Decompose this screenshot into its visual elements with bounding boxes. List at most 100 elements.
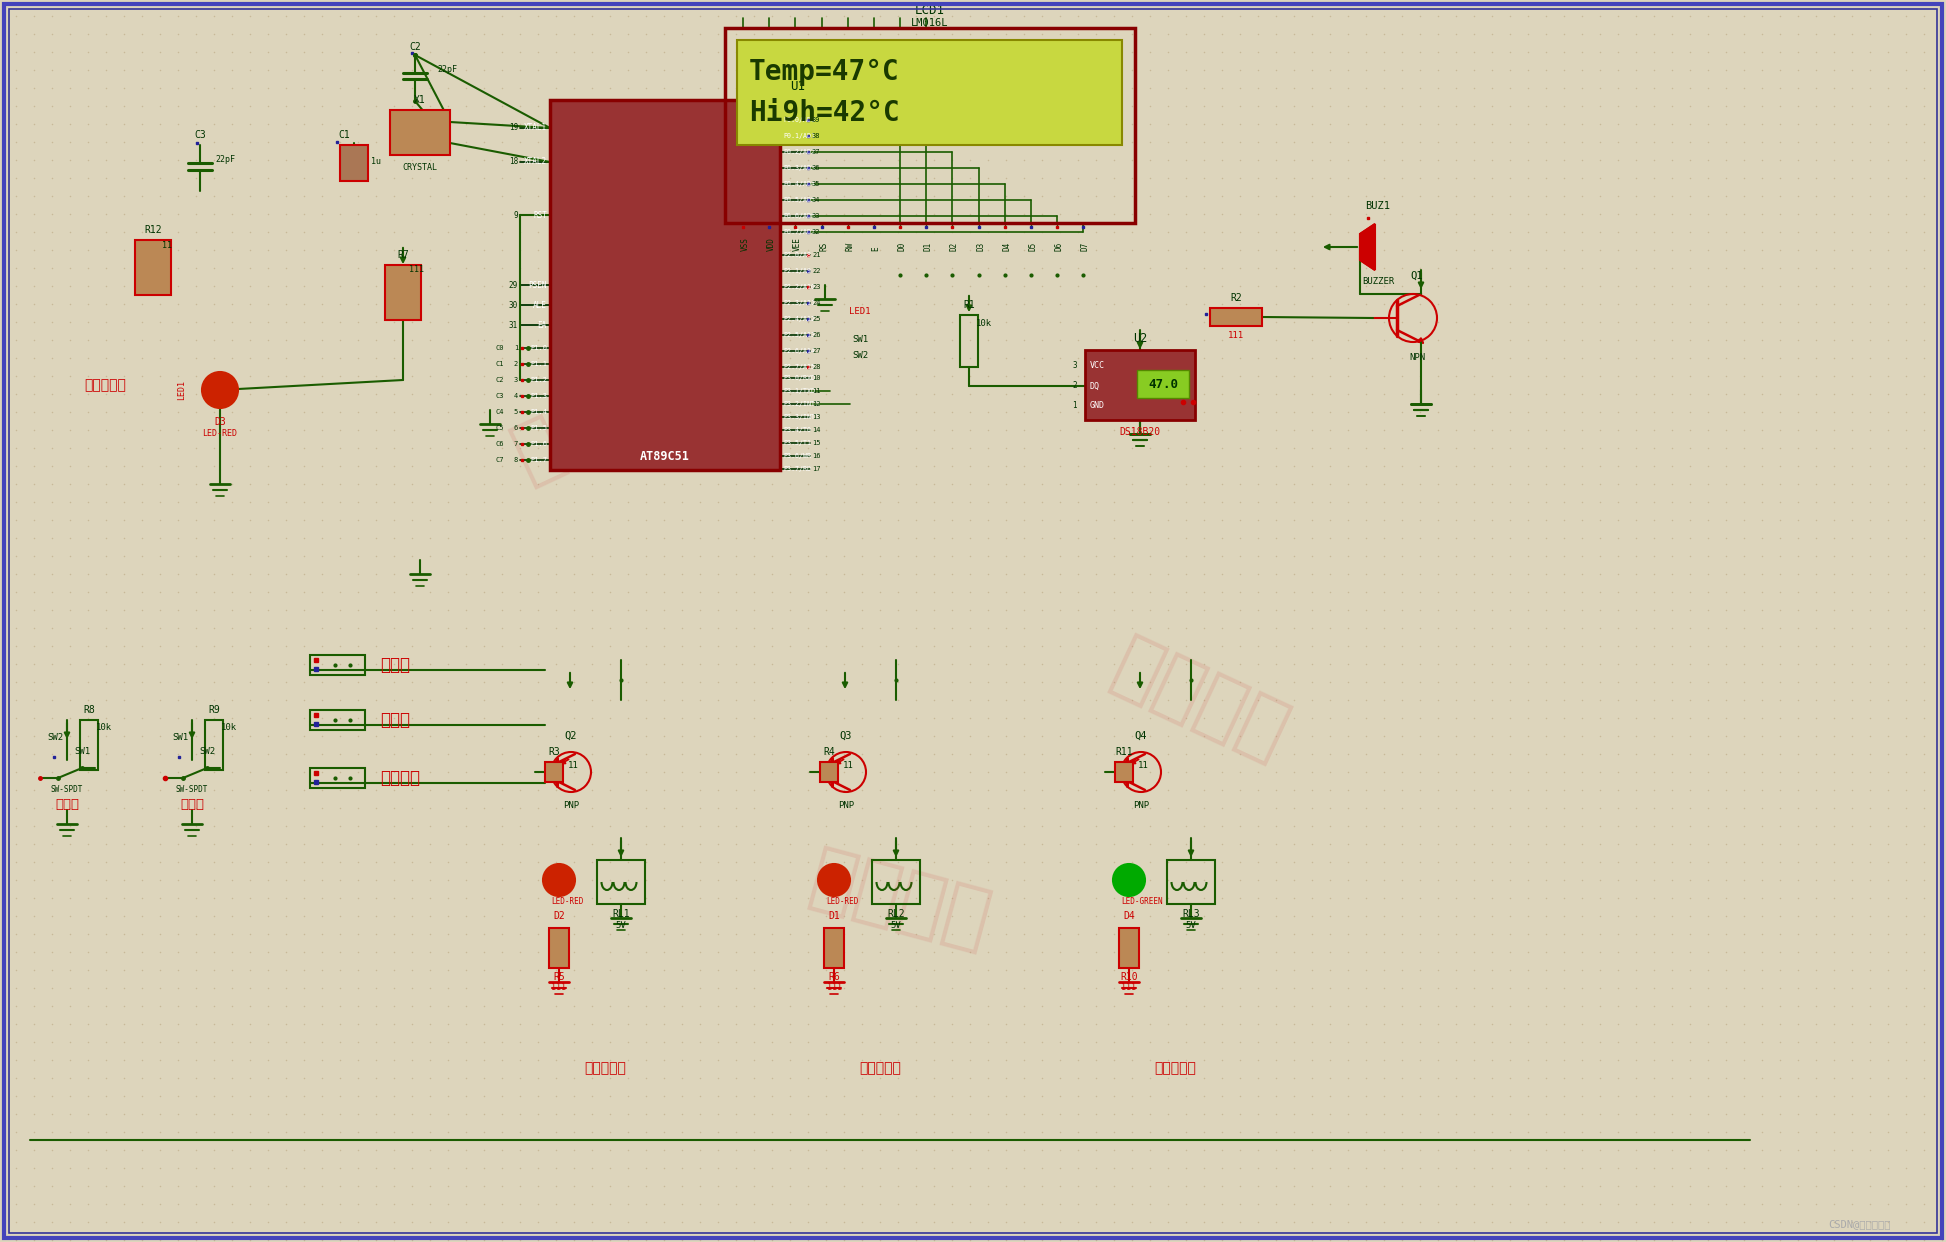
Point (720, 960, 751, 980)
Point (1224, 510, 1255, 530)
Point (1656, 6, 1687, 26)
Point (0, 799, 31, 818)
Point (72, 168, 103, 188)
Point (72, 330, 103, 350)
Point (1927, 1086, 1946, 1105)
Point (1045, 366, 1076, 386)
Point (270, 420, 302, 440)
Point (648, 348, 679, 368)
Point (594, 384, 625, 404)
Point (54, 420, 86, 440)
Point (666, 276, 697, 296)
Point (1818, 492, 1849, 512)
Point (162, 996, 193, 1016)
Point (504, 1032, 535, 1052)
Point (1530, 474, 1561, 494)
Point (1368, 96, 1399, 116)
Point (882, 276, 913, 296)
Point (1386, 510, 1417, 530)
Point (775, 582, 806, 602)
Point (1098, 222, 1129, 242)
Point (1080, 691, 1111, 710)
Point (1872, 96, 1903, 116)
Point (378, 852, 409, 872)
Point (1008, 655, 1039, 674)
Point (54, 96, 86, 116)
Point (1621, 186, 1652, 206)
Point (1656, 312, 1687, 332)
Point (613, 799, 644, 818)
Point (486, 60, 518, 79)
Point (810, 871, 841, 891)
Point (469, 977, 500, 997)
Point (1117, 1140, 1148, 1160)
Point (144, 528, 175, 548)
Point (1621, 1049, 1652, 1069)
Point (360, 763, 391, 782)
Point (1890, 871, 1921, 891)
Point (1495, 619, 1526, 638)
Point (1584, 1013, 1615, 1033)
Point (126, 528, 158, 548)
Point (1261, 924, 1292, 944)
Point (522, 492, 553, 512)
Point (1656, 1194, 1687, 1213)
Point (1783, 168, 1814, 188)
Point (325, 78, 356, 98)
Point (469, 492, 500, 512)
Point (469, 888, 500, 908)
Point (648, 384, 679, 404)
Point (864, 636, 895, 656)
Point (1837, 996, 1868, 1016)
Point (1765, 977, 1796, 997)
Point (1746, 510, 1777, 530)
Point (1674, 420, 1705, 440)
Text: P1.6: P1.6 (529, 441, 547, 447)
Point (1567, 943, 1598, 963)
Point (936, 1158, 967, 1177)
Point (594, 1140, 625, 1160)
Point (181, 1176, 212, 1196)
Point (144, 600, 175, 620)
Point (1296, 727, 1327, 746)
Point (414, 780, 446, 800)
Point (1117, 114, 1148, 134)
Point (1656, 402, 1687, 422)
Point (1440, 204, 1471, 224)
Text: C3: C3 (195, 130, 206, 140)
Point (288, 1140, 319, 1160)
Point (847, 510, 878, 530)
Point (792, 168, 823, 188)
Point (360, 582, 391, 602)
Point (1495, 1158, 1526, 1177)
Point (504, 960, 535, 980)
Point (1045, 924, 1076, 944)
Point (1008, 564, 1039, 584)
Point (1098, 708, 1129, 728)
Point (414, 222, 446, 242)
Point (162, 204, 193, 224)
Point (1909, 348, 1940, 368)
Point (1386, 799, 1417, 818)
Point (486, 330, 518, 350)
Point (1512, 1158, 1543, 1177)
Point (847, 240, 878, 260)
Point (504, 78, 535, 98)
Point (288, 546, 319, 566)
Point (648, 132, 679, 152)
Point (666, 835, 697, 854)
Point (1728, 492, 1759, 512)
Point (90, 114, 121, 134)
Point (198, 96, 230, 116)
Point (504, 672, 535, 692)
Point (757, 384, 788, 404)
Point (450, 168, 481, 188)
Point (864, 763, 895, 782)
Point (864, 924, 895, 944)
Point (703, 330, 734, 350)
Point (72, 78, 103, 98)
Point (757, 114, 788, 134)
Point (631, 294, 662, 314)
Point (847, 924, 878, 944)
Point (18, 96, 49, 116)
